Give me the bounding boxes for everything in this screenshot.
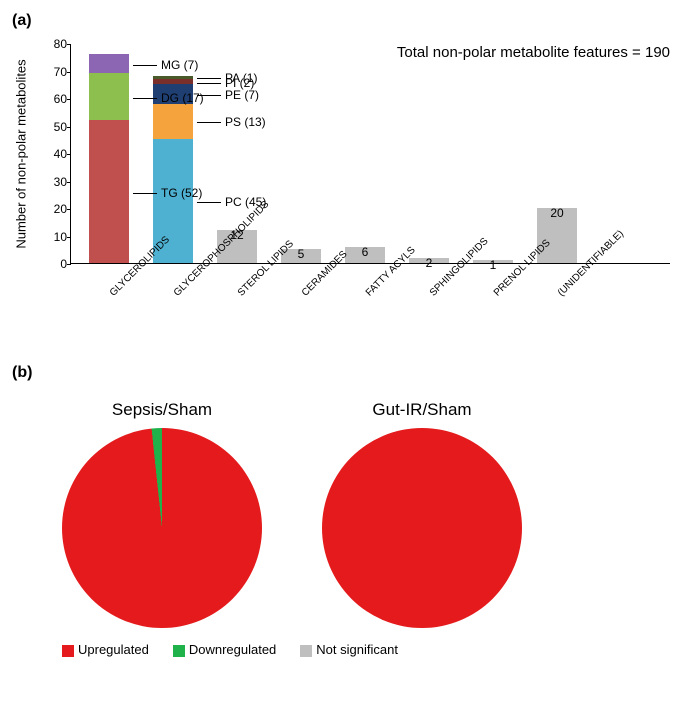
callout-line <box>133 98 157 99</box>
legend-item: Downregulated <box>173 642 276 657</box>
legend-swatch <box>173 645 185 657</box>
x-axis-label: GLYCEROPHOSPHOLIPIDS <box>172 263 208 299</box>
legend-swatch <box>62 645 74 657</box>
y-tick: 40 <box>39 147 67 161</box>
legend-item: Upregulated <box>62 642 149 657</box>
y-tick: 0 <box>39 257 67 271</box>
callout-line <box>197 122 221 123</box>
y-tick: 20 <box>39 202 67 216</box>
bar-plot-area: Number of non-polar metabolites 12562120… <box>70 44 670 264</box>
bar-column <box>89 54 129 263</box>
segment-callout: TG (52) <box>161 186 202 200</box>
legend-item: Not significant <box>300 642 398 657</box>
y-tick: 80 <box>39 37 67 51</box>
x-axis-label: (UNIDENTIFIABLE) <box>556 263 592 299</box>
bar-value-label: 6 <box>362 245 369 247</box>
pie-title: Gut-IR/Sham <box>372 400 471 420</box>
panel-b-label: (b) <box>12 364 673 382</box>
callout-line <box>197 78 221 79</box>
segment-callout: PC (45) <box>225 195 266 209</box>
y-tick: 30 <box>39 175 67 189</box>
callout-line <box>197 95 221 96</box>
y-tick: 70 <box>39 65 67 79</box>
bar-segment <box>89 120 129 263</box>
bar-value-label: 20 <box>550 206 563 208</box>
bar-segment <box>89 73 129 120</box>
callout-line <box>133 65 157 66</box>
x-axis-label: GLYCEROLIPIDS <box>108 263 144 299</box>
bar-segment <box>89 54 129 73</box>
x-axis-label: SPHINGOLIPIDS <box>428 263 464 299</box>
x-axis-label: CERAMIDES <box>300 263 336 299</box>
callout-line <box>133 193 157 194</box>
segment-callout: PE (7) <box>225 88 259 102</box>
legend-swatch <box>300 645 312 657</box>
pie-block: Sepsis/Sham <box>62 400 262 628</box>
panel-a-label: (a) <box>12 12 673 30</box>
y-tick: 10 <box>39 230 67 244</box>
total-note: Total non-polar metabolite features = 19… <box>397 44 670 61</box>
segment-callout: DG (17) <box>161 91 204 105</box>
pie-chart <box>62 428 262 628</box>
segment-callout: PA (1) <box>225 71 257 85</box>
bar-value-label: 5 <box>298 247 305 249</box>
y-tick: 60 <box>39 92 67 106</box>
bar-chart: Number of non-polar metabolites 12562120… <box>12 34 673 364</box>
x-axis-label: PRENOL LIPIDS <box>492 263 528 299</box>
bar-segment <box>153 104 193 140</box>
pie-title: Sepsis/Sham <box>112 400 212 420</box>
pie-chart <box>322 428 522 628</box>
segment-callout: PS (13) <box>225 115 266 129</box>
pie-block: Gut-IR/Sham <box>322 400 522 628</box>
y-tick: 50 <box>39 120 67 134</box>
x-axis-label: STEROL LIPIDS <box>236 263 272 299</box>
callout-line <box>197 83 221 84</box>
x-labels: GLYCEROLIPIDSGLYCEROPHOSPHOLIPIDSSTEROL … <box>89 258 652 269</box>
pies-area: Sepsis/Sham Gut-IR/Sham Upregulated Downre… <box>12 400 673 690</box>
bars-row: 12562120 <box>71 44 670 263</box>
y-axis-label: Number of non-polar metabolites <box>14 59 29 248</box>
segment-callout: MG (7) <box>161 58 198 72</box>
pie-legend: Upregulated Downregulated Not significant <box>12 642 673 657</box>
x-axis-label: FATTY ACYLS <box>364 263 400 299</box>
pies-row: Sepsis/Sham Gut-IR/Sham <box>12 400 673 628</box>
callout-line <box>197 202 221 203</box>
bar-stack <box>89 54 129 263</box>
